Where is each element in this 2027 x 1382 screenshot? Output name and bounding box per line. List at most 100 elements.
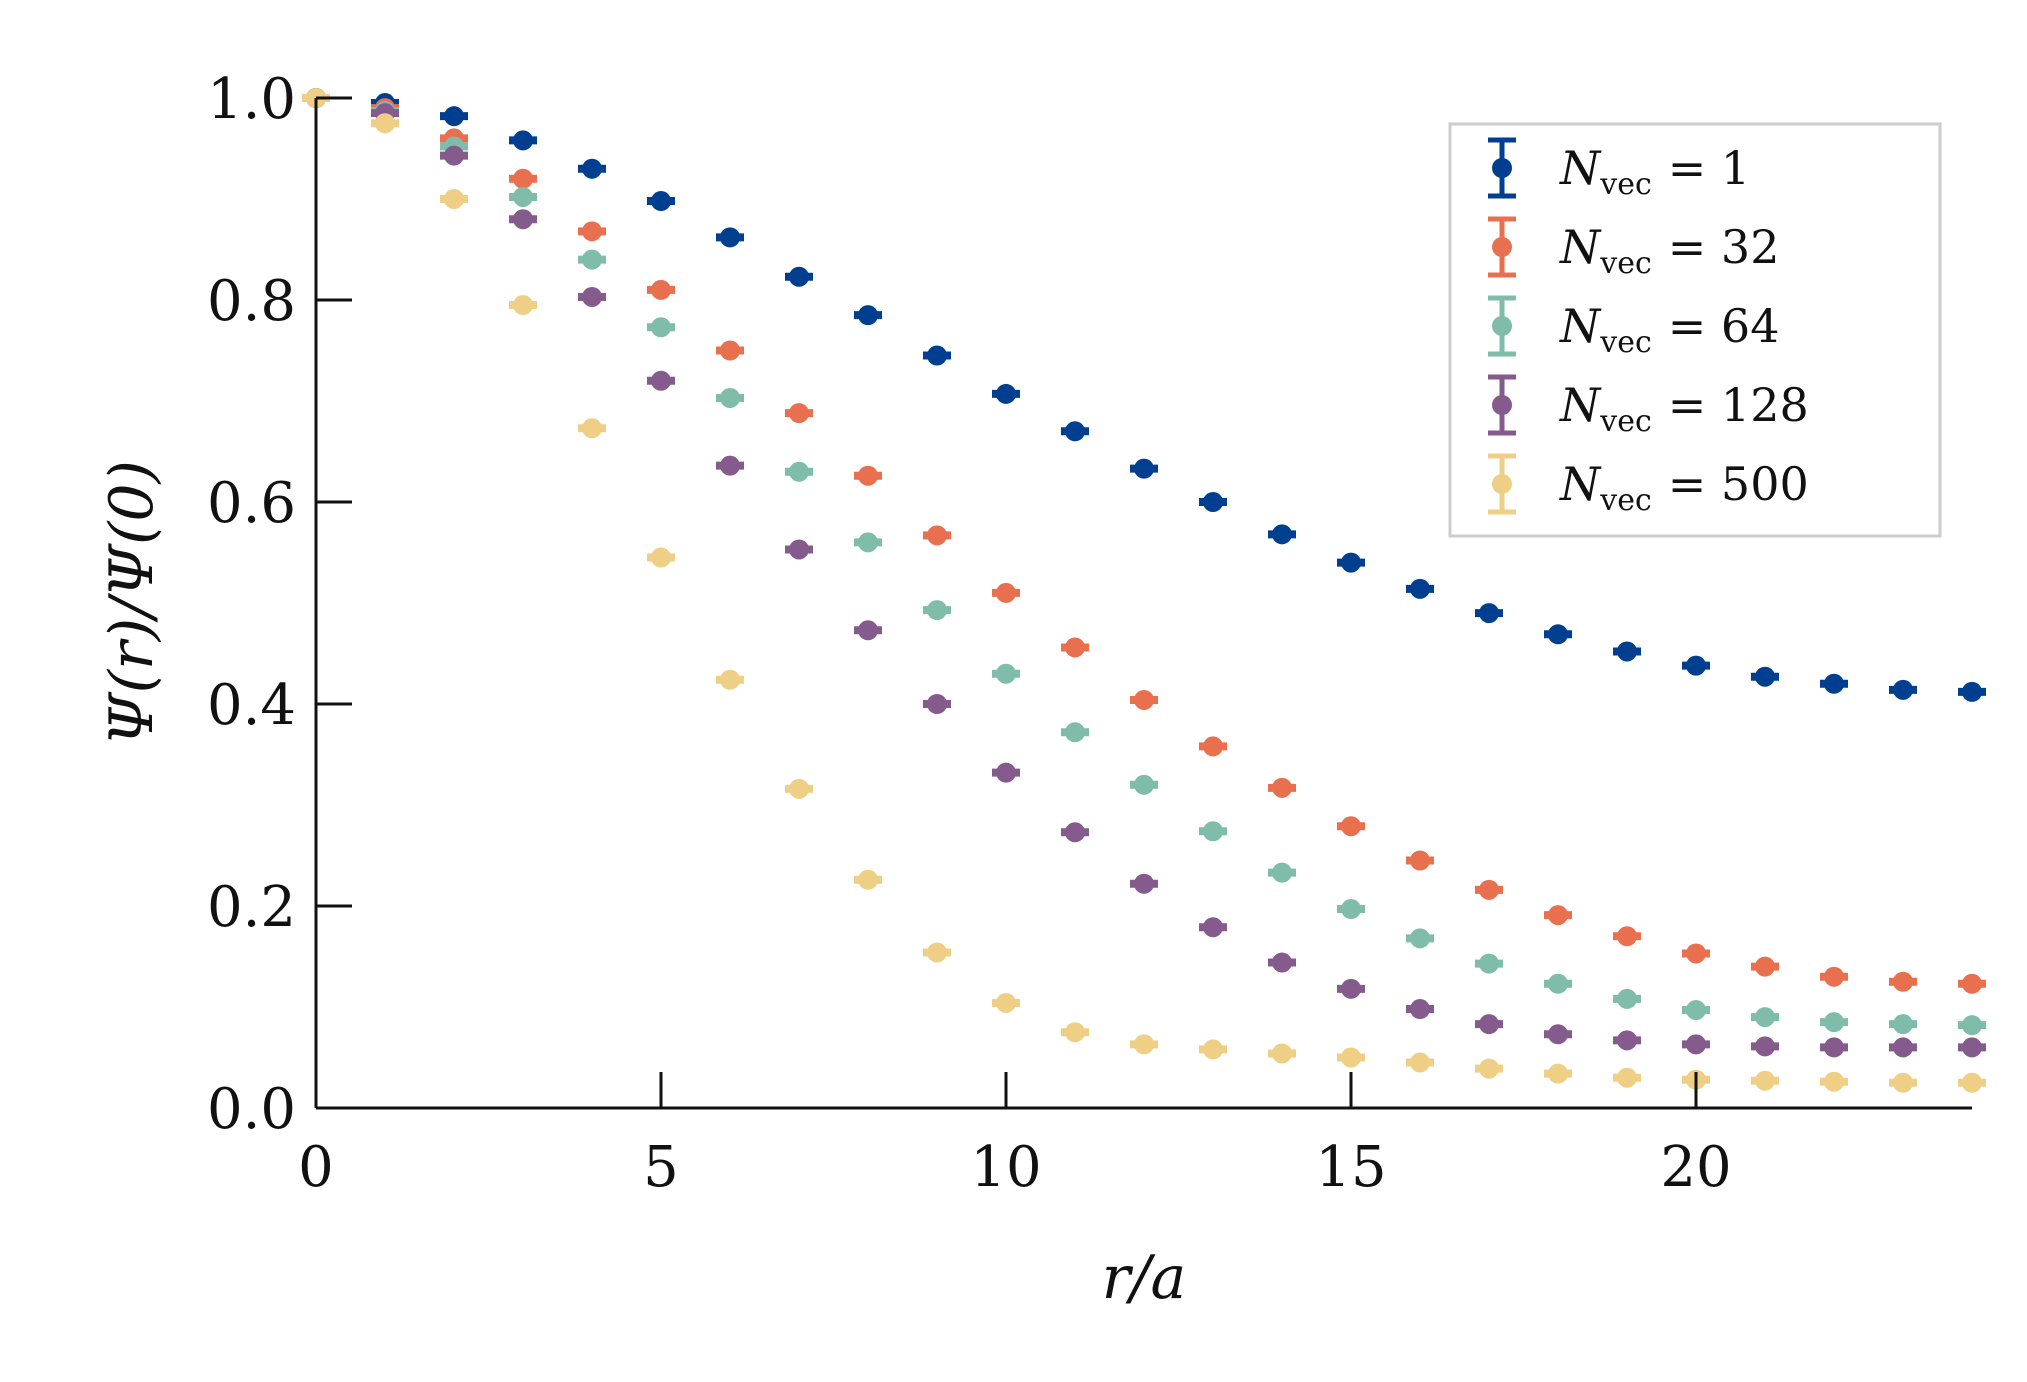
data-point	[1686, 1034, 1706, 1055]
y-axis-label: Ψ(r)/Ψ(0)	[97, 460, 167, 746]
data-point	[1962, 681, 1982, 702]
data-point	[789, 403, 809, 424]
data-point	[1962, 1072, 1982, 1093]
data-point	[582, 418, 602, 439]
legend-entry: Nvec = 32	[1488, 216, 1780, 281]
data-point	[858, 869, 878, 890]
data-point	[1617, 988, 1637, 1009]
data-point	[1065, 421, 1085, 442]
legend-box	[1448, 122, 1942, 538]
data-point	[1479, 953, 1499, 974]
data-point	[1203, 492, 1223, 512]
legend-label-value: = 128	[1668, 378, 1809, 432]
data-point	[1272, 952, 1292, 973]
data-point	[1548, 905, 1568, 926]
data-point	[1617, 926, 1637, 947]
data-point	[1617, 641, 1637, 662]
data-point	[1203, 736, 1223, 757]
legend-label-n: N	[1559, 141, 1602, 195]
legend-label-n: N	[1559, 299, 1602, 353]
data-point	[651, 370, 671, 391]
data-point	[1134, 458, 1154, 479]
legend-label-n: N	[1559, 220, 1602, 274]
legend-label-value: = 500	[1668, 457, 1809, 511]
data-point	[444, 189, 464, 209]
legend-label: Nvec = 500	[1559, 457, 1809, 518]
legend-label: Nvec = 1	[1559, 141, 1750, 202]
data-point	[858, 305, 878, 326]
data-point	[789, 539, 809, 560]
x-tick-label: 0	[298, 1135, 334, 1200]
legend-entry: Nvec = 1	[1488, 137, 1750, 202]
y-tick-label: 0.4	[207, 673, 296, 738]
legend-label-subscript: vec	[1599, 325, 1652, 360]
data-point	[996, 663, 1016, 684]
legend-label-subscript: vec	[1599, 246, 1652, 281]
y-tick-label: 0.2	[207, 875, 296, 940]
data-point	[651, 279, 671, 300]
legend-label-subscript: vec	[1599, 483, 1652, 518]
legend-marker	[1492, 158, 1512, 178]
data-point	[858, 532, 878, 553]
data-point	[1410, 928, 1430, 949]
data-point	[789, 461, 809, 482]
data-point	[1755, 666, 1775, 687]
data-point	[1548, 1024, 1568, 1045]
data-point	[1479, 1058, 1499, 1079]
data-point	[927, 694, 947, 714]
data-point	[1410, 850, 1430, 871]
data-point	[1755, 1036, 1775, 1057]
data-point	[444, 106, 464, 127]
data-point	[1962, 1037, 1982, 1058]
data-point	[1686, 1000, 1706, 1021]
data-point	[1893, 679, 1913, 700]
data-point	[1272, 777, 1292, 798]
data-point	[996, 582, 1016, 603]
markers-layer	[302, 88, 1986, 1093]
data-point	[858, 465, 878, 486]
data-point	[720, 387, 740, 408]
data-point	[582, 249, 602, 270]
data-point	[1272, 524, 1292, 545]
data-point	[1341, 552, 1361, 573]
data-point	[1755, 1007, 1775, 1028]
legend-entry: Nvec = 64	[1488, 295, 1779, 360]
data-point	[1203, 821, 1223, 842]
legend-label-value: = 32	[1668, 220, 1780, 274]
data-point	[582, 286, 602, 307]
legend-label: Nvec = 128	[1559, 378, 1809, 439]
data-point	[513, 209, 533, 230]
legend-marker	[1492, 395, 1512, 415]
data-point	[1065, 1022, 1085, 1043]
data-point	[1617, 1030, 1637, 1051]
data-point	[582, 221, 602, 242]
data-point	[651, 547, 671, 568]
data-point	[927, 942, 947, 963]
data-point	[1065, 722, 1085, 743]
series-3-group	[302, 88, 1986, 1058]
data-point	[513, 168, 533, 189]
data-point	[1341, 816, 1361, 837]
data-point	[1134, 1034, 1154, 1055]
legend-label-subscript: vec	[1599, 167, 1652, 202]
data-point	[1134, 774, 1154, 795]
x-axis-label: r/a	[1102, 1243, 1187, 1313]
data-point	[1479, 603, 1499, 624]
data-point	[1203, 1039, 1223, 1060]
data-point	[1824, 1037, 1844, 1058]
data-point	[1065, 822, 1085, 843]
x-tick-label: 15	[1315, 1135, 1386, 1200]
data-point	[1755, 956, 1775, 977]
data-point	[1617, 1067, 1637, 1088]
data-point	[1548, 624, 1568, 645]
data-point	[1893, 1037, 1913, 1058]
data-point	[720, 227, 740, 248]
legend-label: Nvec = 64	[1559, 299, 1779, 360]
data-point	[375, 113, 395, 134]
data-point	[1893, 971, 1913, 992]
legend-marker	[1492, 237, 1512, 257]
y-tick-label: 0.6	[207, 471, 296, 536]
legend-entry: Nvec = 500	[1488, 453, 1809, 518]
legend-marker	[1492, 316, 1512, 336]
